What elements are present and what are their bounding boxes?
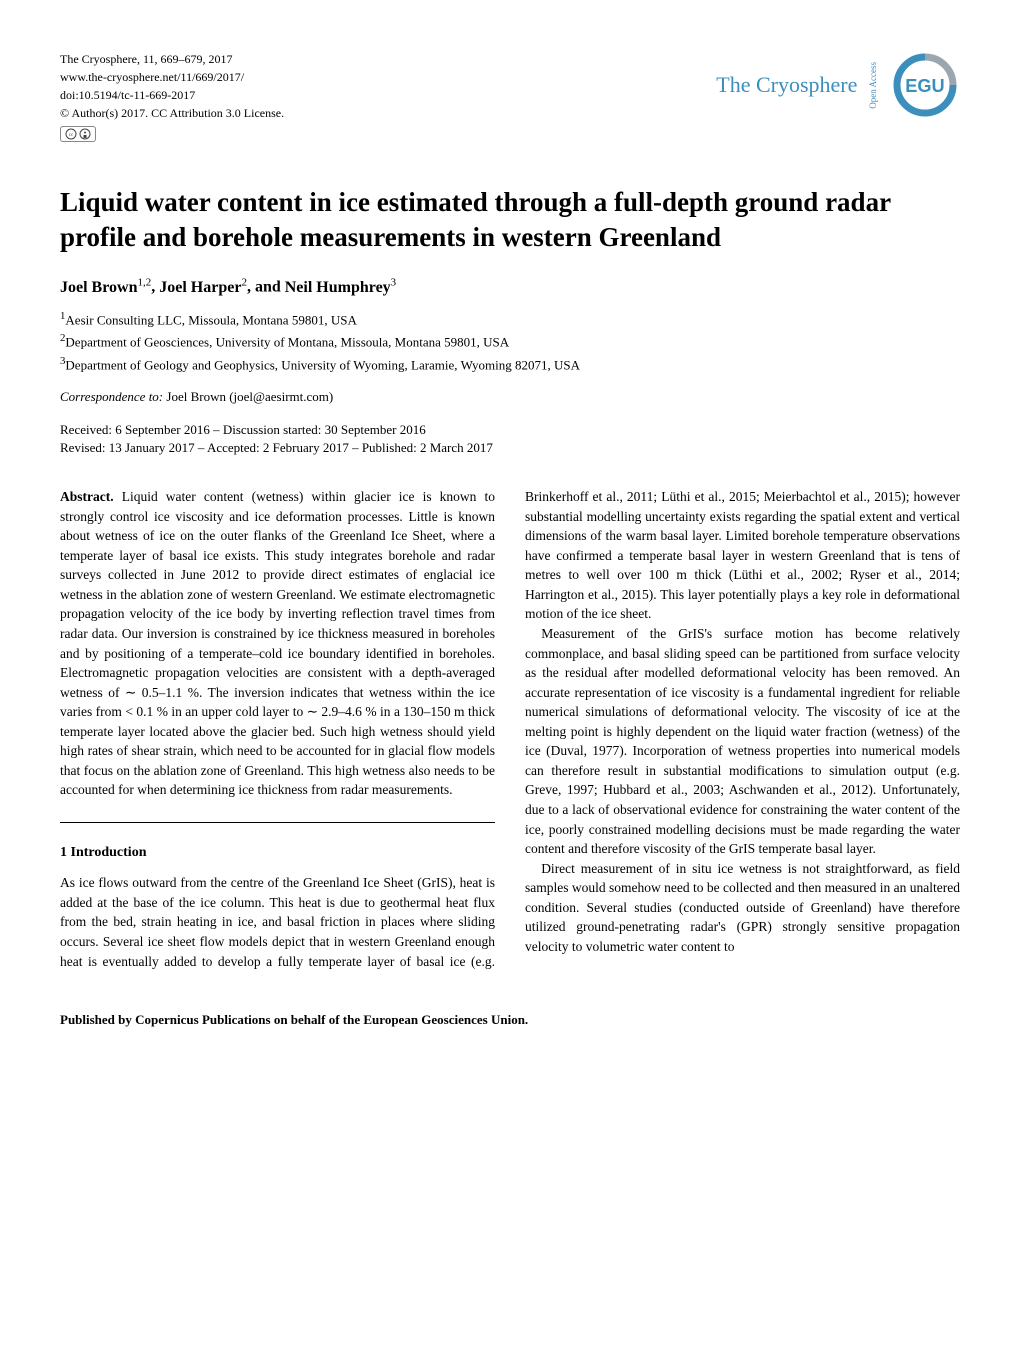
egu-text: EGU bbox=[905, 76, 944, 96]
cc-icon: cc bbox=[65, 128, 77, 140]
section-1-heading: 1 Introduction bbox=[60, 843, 495, 863]
footer: Published by Copernicus Publications on … bbox=[60, 1011, 960, 1029]
abstract: Abstract. Liquid water content (wetness)… bbox=[60, 487, 495, 800]
section-1-para-3: Direct measurement of in situ ice wetnes… bbox=[525, 859, 960, 957]
affiliations: 1Aesir Consulting LLC, Missoula, Montana… bbox=[60, 309, 960, 375]
article-title: Liquid water content in ice estimated th… bbox=[60, 185, 960, 255]
abstract-text: Liquid water content (wetness) within gl… bbox=[60, 489, 495, 797]
body-columns: Abstract. Liquid water content (wetness)… bbox=[60, 487, 960, 971]
cc-badge: cc bbox=[60, 126, 96, 142]
section-divider bbox=[60, 822, 495, 823]
author-2: Joel Harper2 bbox=[159, 279, 247, 296]
svg-text:cc: cc bbox=[69, 133, 74, 138]
license: © Author(s) 2017. CC Attribution 3.0 Lic… bbox=[60, 104, 284, 122]
author-1: Joel Brown1,2 bbox=[60, 279, 151, 296]
journal-url: www.the-cryosphere.net/11/669/2017/ bbox=[60, 68, 284, 86]
journal-citation: The Cryosphere, 11, 669–679, 2017 bbox=[60, 50, 284, 68]
correspondence-label: Correspondence to: bbox=[60, 389, 163, 404]
affiliation-3: 3Department of Geology and Geophysics, U… bbox=[60, 354, 960, 375]
dates-line-2: Revised: 13 January 2017 – Accepted: 2 F… bbox=[60, 439, 960, 457]
author-3: Neil Humphrey3 bbox=[285, 279, 396, 296]
abstract-label: Abstract. bbox=[60, 489, 114, 504]
affiliation-1: 1Aesir Consulting LLC, Missoula, Montana… bbox=[60, 309, 960, 330]
publication-dates: Received: 6 September 2016 – Discussion … bbox=[60, 421, 960, 457]
correspondence-text: Joel Brown (joel@aesirmt.com) bbox=[166, 389, 333, 404]
header-row: The Cryosphere, 11, 669–679, 2017 www.th… bbox=[60, 50, 960, 145]
authors-line: Joel Brown1,2, Joel Harper2, and Neil Hu… bbox=[60, 275, 960, 299]
by-icon bbox=[79, 128, 91, 140]
open-access-label: Open Access bbox=[867, 62, 880, 109]
journal-name: The Cryosphere bbox=[716, 70, 857, 101]
affiliation-2: 2Department of Geosciences, University o… bbox=[60, 331, 960, 352]
correspondence: Correspondence to: Joel Brown (joel@aesi… bbox=[60, 388, 960, 406]
section-1-para-2: Measurement of the GrIS's surface motion… bbox=[525, 624, 960, 859]
dates-line-1: Received: 6 September 2016 – Discussion … bbox=[60, 421, 960, 439]
header-branding: The Cryosphere Open Access EGU bbox=[716, 50, 960, 120]
header-metadata: The Cryosphere, 11, 669–679, 2017 www.th… bbox=[60, 50, 284, 145]
doi: doi:10.5194/tc-11-669-2017 bbox=[60, 86, 284, 104]
egu-logo: EGU bbox=[890, 50, 960, 120]
